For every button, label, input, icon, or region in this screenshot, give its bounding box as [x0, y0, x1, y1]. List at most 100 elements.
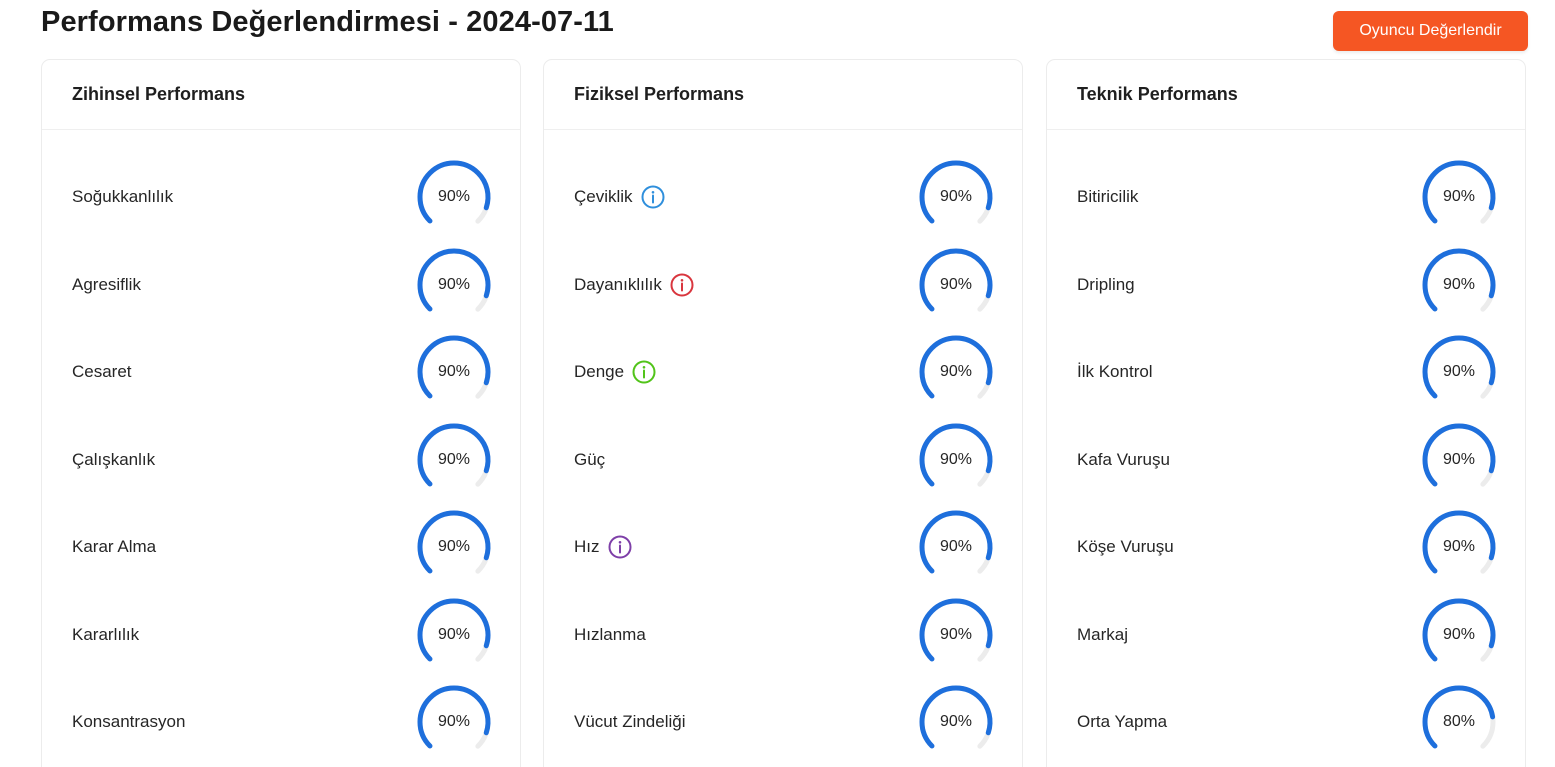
- gauge-ring: [919, 510, 993, 584]
- metric-label: Kafa Vuruşu: [1077, 420, 1170, 500]
- metric-row-cesaret: Cesaret 90%: [42, 332, 520, 412]
- metric-label-text: Çeviklik: [574, 187, 633, 206]
- gauge-value: 90%: [437, 626, 471, 643]
- metric-row-bitiricilik: Bitiricilik 90%: [1047, 157, 1525, 237]
- metric-label: Markaj: [1077, 595, 1128, 675]
- gauge-value: 90%: [437, 451, 471, 468]
- metric-row-guc: Güç 90%: [544, 420, 1022, 500]
- metric-label: Kararlılık: [72, 595, 139, 675]
- gauge-fill: [417, 423, 491, 497]
- gauge-fill: [1422, 160, 1496, 234]
- gauge-value: 90%: [939, 451, 973, 468]
- gauge-value: 90%: [939, 538, 973, 555]
- metric-label: Güç: [574, 420, 605, 500]
- gauge-value: 90%: [1442, 626, 1476, 643]
- gauge-fill: [417, 598, 491, 672]
- metric-row-konsantrasyon: Konsantrasyon 90%: [42, 682, 520, 762]
- card-physical: Fiziksel Performans Çeviklik 90% Dayanıklıl…: [543, 59, 1023, 767]
- gauge-value: 90%: [939, 276, 973, 293]
- progress-gauge: 90%: [918, 247, 994, 323]
- progress-gauge: 90%: [416, 159, 492, 235]
- card-header: Teknik Performans: [1047, 60, 1525, 130]
- gauge-fill: [417, 248, 491, 322]
- info-icon[interactable]: [641, 185, 665, 209]
- gauge-fill: [1422, 248, 1496, 322]
- metric-row-vucut-zindeligi: Vücut Zindeliği 90%: [544, 682, 1022, 762]
- metric-label: Köşe Vuruşu: [1077, 507, 1174, 587]
- gauge-fill: [1422, 423, 1496, 497]
- gauge-value: 90%: [437, 363, 471, 380]
- gauge-value: 90%: [1442, 363, 1476, 380]
- gauge-ring: [1422, 685, 1496, 759]
- gauge-value: 90%: [939, 713, 973, 730]
- gauge-ring: [919, 685, 993, 759]
- card-title: Teknik Performans: [1077, 84, 1238, 104]
- metric-label: Konsantrasyon: [72, 682, 185, 762]
- gauge-ring: [1422, 248, 1496, 322]
- progress-gauge: 90%: [416, 334, 492, 410]
- progress-gauge: 90%: [918, 422, 994, 498]
- gauge-ring: [1422, 335, 1496, 409]
- performance-cards: Zihinsel Performans Soğukkanlılık 90% Agres…: [41, 59, 1528, 767]
- metric-label-text: Köşe Vuruşu: [1077, 537, 1174, 556]
- metric-label-text: Konsantrasyon: [72, 712, 186, 731]
- gauge-ring: [417, 335, 491, 409]
- info-icon[interactable]: [670, 273, 694, 297]
- metric-label: Çeviklik: [574, 157, 665, 237]
- gauge-value: 90%: [437, 188, 471, 205]
- gauge-fill: [1422, 335, 1496, 409]
- card-technical: Teknik Performans Bitiricilik 90% Dripling 9…: [1046, 59, 1526, 767]
- metric-row-hizlanma: Hızlanma 90%: [544, 595, 1022, 675]
- progress-gauge: 90%: [918, 334, 994, 410]
- gauge-fill: [919, 685, 993, 759]
- metric-row-kararlilik: Kararlılık 90%: [42, 595, 520, 675]
- progress-gauge: 90%: [1421, 247, 1497, 323]
- evaluate-player-button[interactable]: Oyuncu Değerlendir: [1333, 11, 1528, 51]
- gauge-ring: [919, 248, 993, 322]
- gauge-value: 90%: [1442, 538, 1476, 555]
- gauge-ring: [417, 510, 491, 584]
- info-icon[interactable]: [632, 360, 656, 384]
- card-mental: Zihinsel Performans Soğukkanlılık 90% Agres…: [41, 59, 521, 767]
- metric-label: Soğukkanlılık: [72, 157, 173, 237]
- gauge-value: 90%: [437, 276, 471, 293]
- gauge-fill: [1422, 598, 1496, 672]
- gauge-ring: [1422, 510, 1496, 584]
- metric-label: Bitiricilik: [1077, 157, 1138, 237]
- metric-row-caliskanlik: Çalışkanlık 90%: [42, 420, 520, 500]
- page-title: Performans Değerlendirmesi - 2024-07-11: [41, 6, 614, 38]
- gauge-value: 90%: [437, 713, 471, 730]
- metric-label: Vücut Zindeliği: [574, 682, 686, 762]
- progress-gauge: 90%: [1421, 159, 1497, 235]
- metric-label-text: Orta Yapma: [1077, 712, 1168, 731]
- progress-gauge: 90%: [918, 509, 994, 585]
- progress-gauge: 90%: [918, 597, 994, 673]
- progress-gauge: 90%: [918, 159, 994, 235]
- metric-label: Karar Alma: [72, 507, 156, 587]
- metric-label: Hız: [574, 507, 632, 587]
- metric-row-dripling: Dripling 90%: [1047, 245, 1525, 325]
- metric-label: Dripling: [1077, 245, 1135, 325]
- gauge-ring: [417, 248, 491, 322]
- gauge-value: 80%: [1442, 713, 1476, 730]
- gauge-value: 90%: [437, 538, 471, 555]
- metric-label: İlk Kontrol: [1077, 332, 1153, 412]
- metric-label: Agresiflik: [72, 245, 141, 325]
- progress-gauge: 90%: [416, 684, 492, 760]
- metric-label-text: Agresiflik: [72, 275, 141, 294]
- metric-label-text: Cesaret: [72, 362, 132, 381]
- info-icon[interactable]: [608, 535, 632, 559]
- progress-gauge: 90%: [1421, 597, 1497, 673]
- gauge-ring: [919, 335, 993, 409]
- gauge-ring: [919, 598, 993, 672]
- metric-row-orta-yapma: Orta Yapma 80%: [1047, 682, 1525, 762]
- metric-label: Hızlanma: [574, 595, 646, 675]
- card-title: Fiziksel Performans: [574, 84, 745, 104]
- metric-row-kafa-vurusu: Kafa Vuruşu 90%: [1047, 420, 1525, 500]
- gauge-fill: [417, 510, 491, 584]
- gauge-fill: [919, 335, 993, 409]
- gauge-ring: [417, 685, 491, 759]
- metric-row-denge: Denge 90%: [544, 332, 1022, 412]
- metric-label-text: Soğukkanlılık: [72, 187, 174, 206]
- metric-row-sogukkanlilik: Soğukkanlılık 90%: [42, 157, 520, 237]
